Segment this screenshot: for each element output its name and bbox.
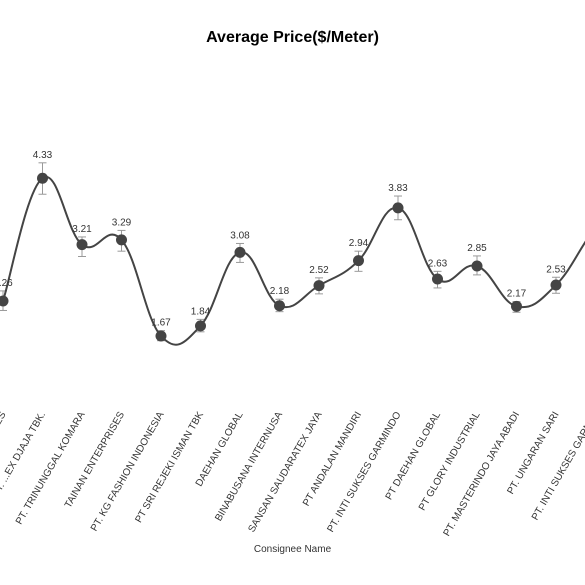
data-label: 2.26 xyxy=(0,278,13,289)
data-label: 2.17 xyxy=(507,289,527,300)
data-label: 3.83 xyxy=(388,183,408,194)
value-labels: 2.26 4.33 3.21 3.29 1.67 1.84 3.08 2.18 2.52 2.94… xyxy=(0,150,566,329)
data-label: 2.85 xyxy=(467,243,487,254)
data-label: 1.84 xyxy=(191,306,211,317)
data-point xyxy=(392,202,404,214)
x-tick-label: PT SRI REJEKI ISMAN TBK xyxy=(133,410,206,525)
data-markers xyxy=(0,172,562,342)
data-label: 2.53 xyxy=(546,264,566,275)
data-point xyxy=(0,295,9,307)
data-point xyxy=(155,330,167,342)
x-tick-label: PT. MASTERINDO JAYA ABADI xyxy=(442,410,522,538)
x-tick-label: BINABUSANA INTERNUSA xyxy=(213,410,285,524)
data-label: 3.21 xyxy=(72,224,92,235)
data-point xyxy=(76,239,88,251)
data-point xyxy=(274,300,285,312)
data-label: 4.33 xyxy=(33,150,53,161)
data-label: 2.63 xyxy=(428,258,448,269)
data-label: 1.67 xyxy=(151,318,171,329)
x-tick-label: ...ES xyxy=(0,410,9,435)
x-tick-label: PT. KG FASHION INDONESIA xyxy=(89,410,167,534)
series-line xyxy=(2,175,585,346)
data-point xyxy=(511,300,522,312)
x-tick-label: PT. TRINUNGGAL KOMARA xyxy=(14,410,88,527)
x-axis-label: Consignee Name xyxy=(253,544,332,555)
data-point xyxy=(313,280,325,292)
data-point xyxy=(471,260,483,272)
data-point xyxy=(234,246,246,258)
error-bars xyxy=(0,162,560,342)
data-point xyxy=(353,255,364,267)
x-tick-label: PT. INTI SUKSES GARMI... xyxy=(530,410,585,522)
x-tick-label: PT. INTI SUKSES GARMINDO xyxy=(325,410,403,535)
chart-title: Average Price($/Meter) xyxy=(206,29,379,46)
data-point xyxy=(550,279,562,291)
data-label: 3.29 xyxy=(112,217,132,228)
data-label: 2.94 xyxy=(349,238,369,249)
data-label: 3.08 xyxy=(230,230,250,241)
data-label: 2.18 xyxy=(270,286,290,297)
data-point xyxy=(195,320,206,332)
data-label: 2.52 xyxy=(309,265,329,276)
data-point xyxy=(37,172,48,184)
data-point xyxy=(432,273,443,285)
x-tick-label: SANSAN SAUDARATEX JAYA xyxy=(246,410,324,535)
data-point xyxy=(116,234,127,246)
